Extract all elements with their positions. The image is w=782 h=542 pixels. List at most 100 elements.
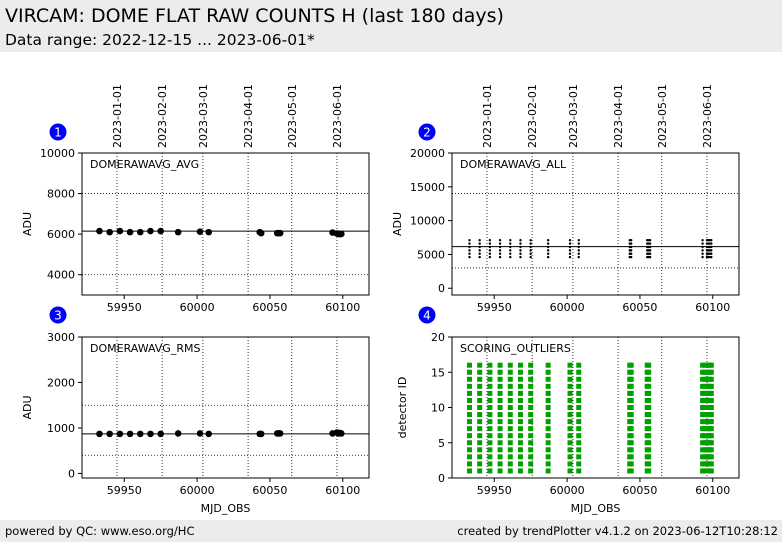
data-point <box>147 430 154 438</box>
outlier-marker <box>646 376 652 382</box>
data-point <box>710 255 713 259</box>
outlier-marker <box>477 433 483 439</box>
outlier-marker <box>497 419 503 425</box>
outlier-marker <box>466 390 472 396</box>
outlier-marker <box>487 433 493 439</box>
outlier-marker <box>477 376 483 382</box>
outlier-marker <box>628 390 634 396</box>
y-tick-label: 5 <box>438 437 445 450</box>
data-point <box>529 245 532 249</box>
date-tick-label: 2023-04-01 <box>242 84 255 148</box>
outlier-marker <box>646 383 652 389</box>
outlier-marker <box>628 383 634 389</box>
outlier-marker <box>477 405 483 410</box>
data-point <box>478 255 481 259</box>
outlier-marker <box>700 419 706 425</box>
outlier-marker <box>487 383 493 389</box>
data-point <box>509 242 512 245</box>
data-point <box>519 239 522 242</box>
outlier-marker <box>708 376 714 382</box>
x-tick-label: 60050 <box>622 301 657 314</box>
y-tick-label: 6000 <box>47 228 75 241</box>
outlier-marker <box>466 376 472 382</box>
y-tick-label: 15000 <box>410 181 445 194</box>
outlier-marker <box>517 454 523 460</box>
outlier-marker <box>528 426 534 432</box>
data-point <box>174 430 182 437</box>
outlier-marker <box>487 468 493 474</box>
y-axis-label: ADU <box>21 395 34 419</box>
outlier-marker <box>576 376 582 382</box>
outlier-marker <box>517 362 523 368</box>
outlier-marker <box>466 412 472 418</box>
data-point <box>157 227 164 235</box>
date-tick-label: 2023-01-01 <box>111 84 124 148</box>
outlier-marker <box>567 419 573 425</box>
outlier-marker <box>576 440 582 446</box>
outlier-marker <box>497 383 503 389</box>
outlier-marker <box>646 397 652 403</box>
outlier-marker <box>545 440 551 446</box>
outlier-marker <box>646 362 652 368</box>
outlier-marker <box>700 447 706 453</box>
data-point <box>174 228 182 236</box>
data-point <box>276 430 284 437</box>
y-axis-label: ADU <box>391 212 404 236</box>
data-point <box>710 252 713 255</box>
y-tick-label: 1000 <box>47 422 75 435</box>
outlier-marker <box>528 433 534 439</box>
outlier-marker <box>477 426 483 432</box>
outlier-marker <box>700 426 706 432</box>
outlier-marker <box>576 468 582 474</box>
outlier-marker <box>545 397 551 403</box>
outlier-marker <box>477 369 483 375</box>
plot-frame <box>451 336 740 479</box>
outlier-marker <box>487 369 493 375</box>
outlier-marker <box>646 426 652 432</box>
outlier-marker <box>466 461 472 467</box>
outlier-marker <box>487 454 493 460</box>
outlier-marker <box>646 447 652 453</box>
outlier-marker <box>466 468 472 474</box>
outlier-marker <box>628 405 634 410</box>
outlier-marker <box>487 440 493 446</box>
outlier-marker <box>700 369 706 375</box>
date-tick-label: 2023-05-01 <box>656 84 669 148</box>
x-tick-label: 59950 <box>107 484 142 497</box>
outlier-marker <box>487 426 493 432</box>
page-subtitle: Data range: 2022-12-15 ... 2023-06-01* <box>5 31 315 49</box>
outlier-marker <box>628 447 634 453</box>
y-tick-label: 10 <box>431 402 445 415</box>
outlier-marker <box>487 390 493 396</box>
panel-number-badge <box>49 306 67 324</box>
data-point <box>577 239 580 242</box>
outlier-marker <box>528 376 534 382</box>
data-point <box>338 430 345 437</box>
outlier-marker <box>576 419 582 425</box>
outlier-marker <box>507 468 513 474</box>
y-tick-label: 5000 <box>417 248 445 261</box>
outlier-marker <box>477 362 483 368</box>
outlier-marker <box>477 390 483 396</box>
outlier-marker <box>487 405 493 410</box>
date-tick-label: 2023-06-01 <box>701 84 714 148</box>
outlier-marker <box>700 397 706 403</box>
data-point <box>568 255 572 259</box>
outlier-marker <box>646 433 652 439</box>
outlier-marker <box>528 405 534 410</box>
data-point <box>106 430 113 438</box>
panel-number-label: 3 <box>54 309 62 323</box>
data-point <box>519 252 522 255</box>
outlier-marker <box>466 426 472 432</box>
outlier-marker <box>576 369 582 375</box>
outlier-marker <box>628 419 634 425</box>
x-tick-label: 60000 <box>180 484 215 497</box>
outlier-marker <box>545 412 551 418</box>
data-point <box>205 430 213 438</box>
y-tick-label: 20 <box>431 331 445 344</box>
outlier-marker <box>497 397 503 403</box>
outlier-marker <box>477 461 483 467</box>
data-point <box>498 239 502 242</box>
outlier-marker <box>497 362 503 368</box>
data-point <box>546 249 550 252</box>
